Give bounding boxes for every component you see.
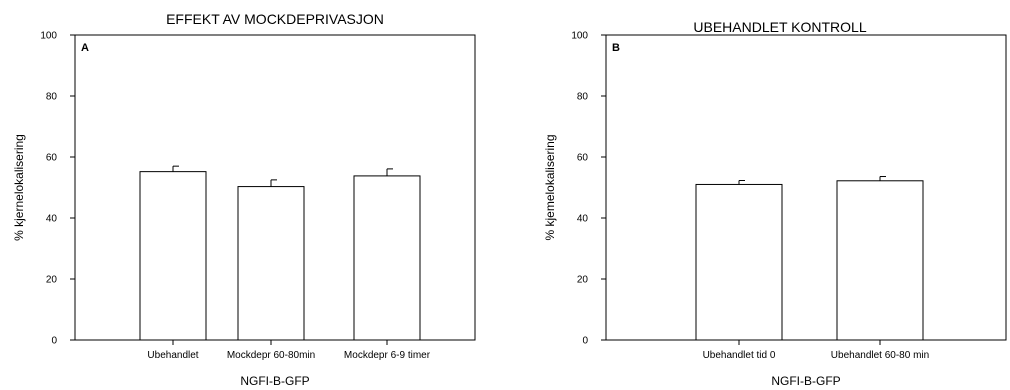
x-axis-label: NGFI-B-GFP (240, 374, 309, 388)
chart-panel-b: UBEHANDLET KONTROLL B % kjemelokaliserin… (543, 19, 1007, 388)
y-tick-label: 100 (40, 31, 57, 42)
y-tick-label: 20 (577, 275, 589, 286)
y-tick-label: 80 (46, 92, 58, 103)
x-tick-label: Ubehandlet (147, 350, 198, 361)
bar (139, 171, 207, 341)
x-axis-label: NGFI-B-GFP (771, 374, 840, 388)
bar (695, 183, 783, 341)
y-tick-label: 60 (46, 153, 58, 164)
chart-title: UBEHANDLET KONTROLL (693, 19, 866, 35)
y-tick-label: 40 (577, 214, 589, 225)
y-axis-ticks: 0 20 40 60 80 100 (40, 31, 75, 347)
x-tick-label: Ubehandlet 60-80 min (831, 350, 929, 361)
plot-frame (605, 34, 1007, 341)
x-tick-label: Mockdepr 6-9 timer (344, 350, 431, 361)
y-tick-label: 60 (577, 153, 589, 164)
bar-series: Ubehandlet Mockdepr 60-80min Mockdepr 6-9 … (139, 165, 431, 361)
y-tick-label: 40 (46, 214, 58, 225)
y-tick-label: 0 (51, 336, 57, 347)
y-axis-label: % kjernelokalisering (12, 134, 26, 241)
x-tick-label: Mockdepr 60-80min (227, 350, 315, 361)
panel-letter: B (612, 42, 620, 54)
panel-letter: A (81, 42, 89, 54)
y-tick-label: 20 (46, 275, 58, 286)
chart-panel-a: EFFEKT AV MOCKDEPRIVASJON A % kjerneloka… (12, 11, 476, 388)
bar-series: Ubehandlet tid 0 Ubehandlet 60-80 min (695, 176, 929, 361)
y-tick-label: 80 (577, 92, 589, 103)
y-tick-label: 100 (571, 31, 588, 42)
y-axis-ticks: 0 20 40 60 80 100 (571, 31, 606, 347)
bar (836, 180, 924, 341)
bar (237, 186, 305, 341)
y-axis-label: % kjemelokalisering (543, 134, 557, 240)
chart-title: EFFEKT AV MOCKDEPRIVASJON (166, 11, 384, 27)
x-tick-label: Ubehandlet tid 0 (703, 350, 776, 361)
y-tick-label: 0 (582, 336, 588, 347)
bar (353, 175, 421, 341)
